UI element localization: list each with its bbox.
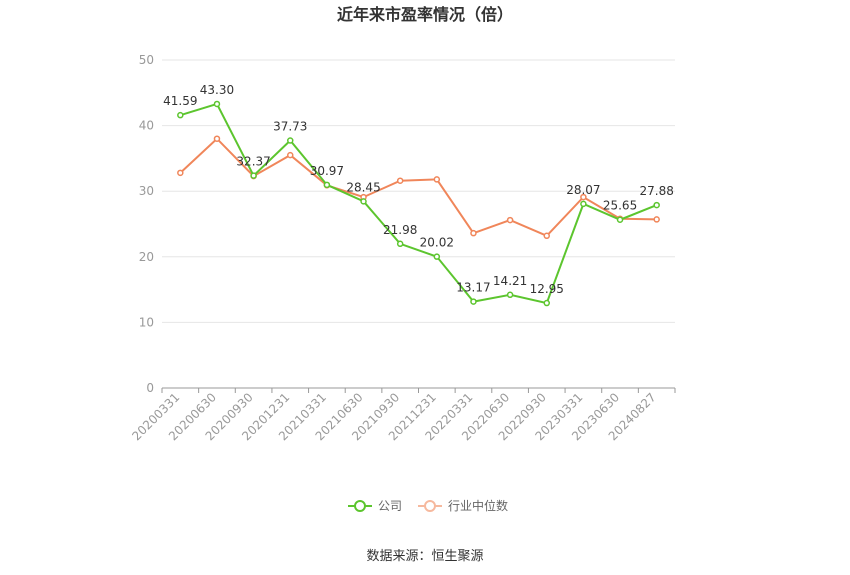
data-label: 28.45 xyxy=(346,180,380,194)
data-point xyxy=(506,216,514,224)
series-line xyxy=(180,102,658,305)
legend-item[interactable]: 公司 xyxy=(348,499,402,513)
data-point xyxy=(287,137,294,144)
legend: 公司 行业中位数 xyxy=(348,498,508,513)
data-point xyxy=(543,232,550,240)
chart-source: 数据来源：恒生聚源 xyxy=(366,549,483,564)
legend-label: 行业中位数 xyxy=(448,498,508,513)
data-point xyxy=(543,299,550,307)
data-point xyxy=(360,198,367,205)
data-point xyxy=(580,193,587,201)
data-point xyxy=(396,240,404,248)
data-label: 14.21 xyxy=(493,274,527,288)
data-label: 20.02 xyxy=(420,236,454,250)
data-label: 43.30 xyxy=(200,83,234,97)
data-point xyxy=(250,172,257,179)
data-label: 25.65 xyxy=(603,199,637,213)
data-point xyxy=(506,291,514,299)
data-label: 13.17 xyxy=(456,281,490,295)
data-point xyxy=(653,216,660,223)
legend-marker-icon xyxy=(424,500,436,512)
grid-lines xyxy=(162,59,675,323)
data-point xyxy=(470,298,477,305)
data-point xyxy=(177,169,184,177)
y-tick-label: 50 xyxy=(139,53,154,67)
y-tick-label: 0 xyxy=(146,381,154,395)
series-lines xyxy=(177,100,660,307)
data-label: 32.37 xyxy=(236,155,270,169)
axes: 0102030405020200331202006302020093020201… xyxy=(129,53,676,443)
data-label: 27.88 xyxy=(639,184,673,198)
data-point xyxy=(616,216,624,223)
data-point xyxy=(396,177,404,184)
data-point xyxy=(653,201,660,209)
legend-item[interactable]: 行业中位数 xyxy=(418,498,508,513)
data-point xyxy=(433,253,441,260)
legend-marker-icon xyxy=(354,500,366,512)
data-point xyxy=(213,135,221,142)
legend-label: 公司 xyxy=(378,499,402,513)
data-point xyxy=(470,229,477,237)
chart-title: 近年来市盈率情况（倍） xyxy=(337,5,513,24)
data-point xyxy=(287,151,294,159)
data-point xyxy=(177,111,184,119)
data-point xyxy=(323,181,331,189)
data-point xyxy=(580,200,587,208)
data-label: 28.07 xyxy=(566,183,600,197)
y-tick-label: 30 xyxy=(139,184,154,198)
data-label: 37.73 xyxy=(273,119,307,133)
y-tick-label: 10 xyxy=(139,315,154,329)
y-tick-label: 20 xyxy=(139,250,154,264)
data-point xyxy=(433,176,441,183)
data-label: 21.98 xyxy=(383,223,417,237)
series-line xyxy=(179,137,657,238)
data-label: 41.59 xyxy=(163,94,197,108)
data-label: 12.95 xyxy=(530,282,564,296)
data-point xyxy=(213,100,221,108)
data-label: 30.97 xyxy=(310,164,344,178)
y-tick-label: 40 xyxy=(139,119,154,133)
